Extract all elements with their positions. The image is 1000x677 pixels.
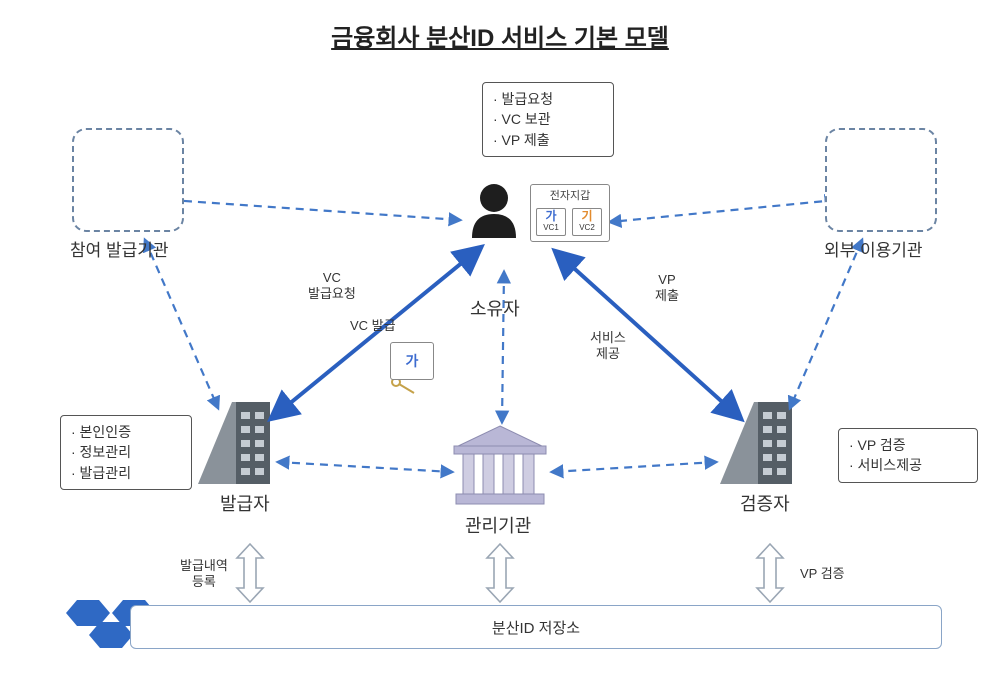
info-line: · VP 검증 — [849, 435, 967, 455]
ext-issuer-label: 참여 발급기관 — [70, 236, 169, 261]
edge-label-vc-issue: VC 발급 — [350, 318, 396, 334]
office-building-icon — [198, 402, 270, 484]
person-icon — [472, 184, 516, 238]
storage-box: 분산ID 저장소 — [130, 605, 942, 649]
verifier-label: 검증자 — [740, 490, 790, 516]
ext-user-box — [825, 128, 937, 232]
ext-issuer-box — [72, 128, 184, 232]
down-arrow-label-vp: VP 검증 — [800, 566, 845, 582]
info-line: · 발급관리 — [71, 463, 181, 483]
wallet-vc1: 가 VC1 — [536, 208, 566, 236]
info-line: · 서비스제공 — [849, 455, 967, 475]
manager-label: 관리기관 — [465, 512, 531, 538]
info-line: · 발급요청 — [493, 89, 603, 109]
info-line: · VP 제출 — [493, 130, 603, 150]
wallet-title: 전자지갑 — [531, 187, 609, 203]
storage-label: 분산ID 저장소 — [492, 617, 580, 638]
down-arrow-label-reg: 발급내역 등록 — [180, 558, 228, 591]
diagram-stage: 금융회사 분산ID 서비스 기본 모델 — [0, 0, 1000, 677]
info-line: · 본인인증 — [71, 422, 181, 442]
owner-label: 소유자 — [470, 295, 520, 321]
issuer-info-box: · 본인인증 · 정보관리 · 발급관리 — [60, 415, 192, 490]
owner-info-box: · 발급요청 · VC 보관 · VP 제출 — [482, 82, 614, 157]
wallet-vc2: 기 VC2 — [572, 208, 602, 236]
info-line: · 정보관리 — [71, 442, 181, 462]
bank-icon — [454, 426, 546, 504]
page-title: 금융회사 분산ID 서비스 기본 모델 — [0, 18, 1000, 53]
office-building-icon — [720, 402, 792, 484]
edge-label-service: 서비스 제공 — [590, 330, 626, 363]
edge-label-vc-req: VC 발급요청 — [308, 270, 356, 303]
issuer-label: 발급자 — [220, 490, 270, 516]
verifier-info-box: · VP 검증 · 서비스제공 — [838, 428, 978, 483]
info-line: · VC 보관 — [493, 109, 603, 129]
ext-user-label: 외부 이용기관 — [824, 236, 923, 261]
vc-card-icon: 가 — [390, 342, 434, 380]
edge-label-vp-submit: VP 제출 — [655, 272, 679, 305]
